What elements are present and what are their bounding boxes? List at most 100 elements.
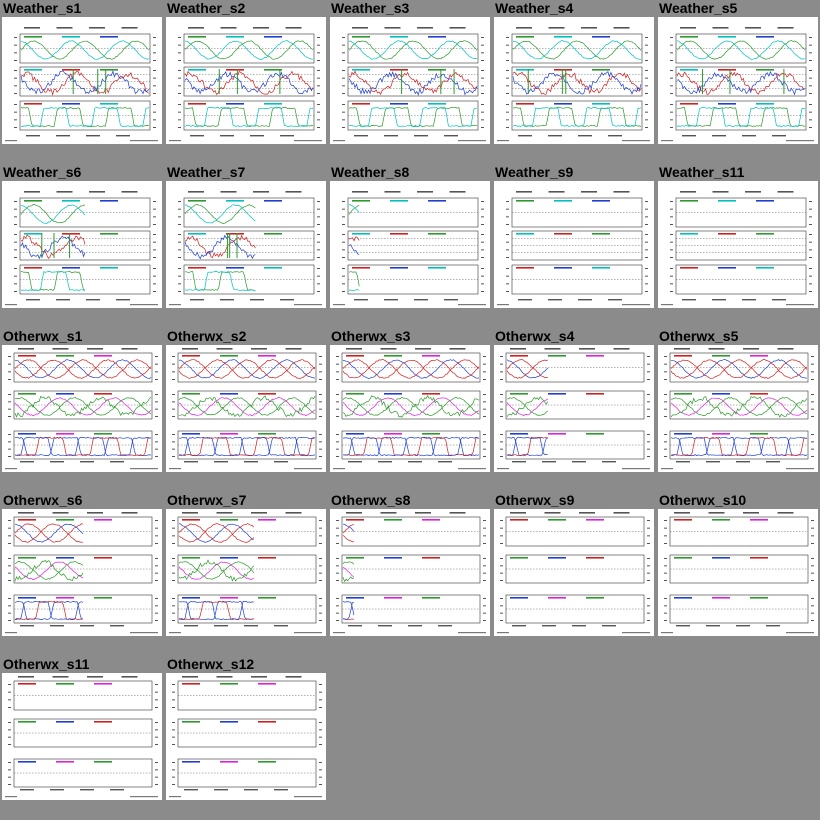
thumbnail-tile[interactable]: Weather_s8 [328, 164, 492, 328]
thumbnail-tile[interactable]: Weather_s5 [656, 0, 820, 164]
thumbnail-tile[interactable]: Otherwx_s4 [492, 328, 656, 492]
thumbnail-image[interactable] [2, 673, 162, 800]
plot-header [24, 191, 138, 193]
thumbnail-title[interactable]: Weather_s8 [331, 164, 410, 180]
thumbnail-title[interactable]: Weather_s3 [331, 0, 410, 16]
plot-panel [8, 352, 158, 383]
thumbnail-plot [661, 191, 814, 306]
plot-panel [336, 594, 486, 624]
thumbnail-tile[interactable]: Otherwx_s10 [656, 492, 820, 656]
plot-panel [14, 197, 156, 228]
thumbnail-image[interactable] [494, 345, 654, 472]
thumbnail-tile[interactable]: Weather_s2 [164, 0, 328, 164]
thumbnail-title[interactable]: Otherwx_s2 [167, 328, 247, 344]
thumbnail-title[interactable]: Weather_s1 [3, 0, 82, 16]
thumbnail-tile[interactable]: Otherwx_s6 [0, 492, 164, 656]
thumbnail-image[interactable] [658, 17, 818, 144]
thumbnail-image[interactable] [2, 17, 162, 144]
thumbnail-tile[interactable]: Otherwx_s7 [164, 492, 328, 656]
plot-panel [670, 197, 812, 228]
plot-panel [178, 66, 320, 97]
plot-footer [661, 135, 814, 142]
thumbnail-tile[interactable]: Otherwx_s9 [492, 492, 656, 656]
thumbnail-title[interactable]: Weather_s9 [495, 164, 574, 180]
plot-header [346, 512, 466, 514]
thumbnail-image[interactable] [2, 345, 162, 472]
thumbnail-tile[interactable]: Weather_s7 [164, 164, 328, 328]
plot-header [188, 27, 302, 29]
thumbnail-tile[interactable]: Weather_s4 [492, 0, 656, 164]
thumbnail-title[interactable]: Weather_s6 [3, 164, 82, 180]
thumbnail-image[interactable] [330, 345, 490, 472]
plot-header [680, 191, 794, 193]
plot-footer [497, 299, 650, 306]
plot-panel [8, 718, 158, 748]
plot-panel [8, 594, 158, 624]
thumbnail-title[interactable]: Otherwx_s12 [167, 656, 255, 672]
plot-header [674, 512, 794, 514]
thumbnail-image[interactable] [166, 509, 326, 636]
thumbnail-tile[interactable]: Weather_s11 [656, 164, 820, 328]
thumbnail-image[interactable] [166, 345, 326, 472]
thumbnail-tile[interactable]: Otherwx_s2 [164, 328, 328, 492]
thumbnail-image[interactable] [2, 509, 162, 636]
plot-header [510, 512, 630, 514]
plot-panel [506, 100, 648, 131]
thumbnail-tile[interactable]: Otherwx_s8 [328, 492, 492, 656]
thumbnail-image[interactable] [494, 509, 654, 636]
thumbnail-image[interactable] [330, 17, 490, 144]
thumbnail-image[interactable] [166, 181, 326, 308]
plot-header [516, 27, 630, 29]
thumbnail-title[interactable]: Weather_s2 [167, 0, 246, 16]
plot-panel [14, 33, 156, 64]
thumbnail-tile[interactable]: Otherwx_s5 [656, 328, 820, 492]
thumbnail-tile[interactable]: Weather_s1 [0, 0, 164, 164]
thumbnail-title[interactable]: Otherwx_s1 [3, 328, 83, 344]
plot-panel [178, 197, 320, 228]
thumbnail-image[interactable] [658, 181, 818, 308]
thumbnail-title[interactable]: Otherwx_s6 [3, 492, 83, 508]
plot-panel [506, 264, 648, 295]
plot-footer [333, 461, 486, 470]
thumbnail-image[interactable] [494, 17, 654, 144]
thumbnail-image[interactable] [330, 509, 490, 636]
thumbnail-tile[interactable]: Otherwx_s11 [0, 656, 164, 820]
thumbnail-tile[interactable]: Otherwx_s12 [164, 656, 328, 820]
thumbnail-tile[interactable]: Weather_s9 [492, 164, 656, 328]
thumbnail-image[interactable] [658, 345, 818, 472]
thumbnail-title[interactable]: Otherwx_s3 [331, 328, 411, 344]
thumbnail-tile[interactable]: Weather_s6 [0, 164, 164, 328]
thumbnail-image[interactable] [658, 509, 818, 636]
thumbnail-title[interactable]: Otherwx_s11 [3, 656, 90, 672]
thumbnail-plot [169, 512, 322, 634]
thumbnail-tile[interactable]: Otherwx_s3 [328, 328, 492, 492]
thumbnail-plot [497, 512, 650, 634]
thumbnail-title[interactable]: Otherwx_s9 [495, 492, 575, 508]
thumbnail-title[interactable]: Weather_s4 [495, 0, 574, 16]
thumbnail-title[interactable]: Otherwx_s4 [495, 328, 575, 344]
plot-panel [664, 430, 814, 460]
plot-panel [336, 430, 486, 460]
thumbnail-title[interactable]: Otherwx_s8 [331, 492, 411, 508]
thumbnail-image[interactable] [166, 17, 326, 144]
plot-panel [670, 264, 812, 295]
thumbnail-title[interactable]: Weather_s7 [167, 164, 246, 180]
plot-panel [670, 33, 812, 64]
thumbnail-image[interactable] [494, 181, 654, 308]
thumbnail-tile[interactable]: Weather_s3 [328, 0, 492, 164]
thumbnail-image[interactable] [330, 181, 490, 308]
plot-panel [172, 594, 322, 624]
thumbnail-plot [333, 512, 486, 634]
thumbnail-title[interactable]: Otherwx_s10 [659, 492, 747, 508]
thumbnail-plot [497, 191, 650, 306]
plot-panel [8, 430, 158, 460]
thumbnail-tile[interactable]: Otherwx_s1 [0, 328, 164, 492]
thumbnail-image[interactable] [166, 673, 326, 800]
thumbnail-title[interactable]: Otherwx_s7 [167, 492, 247, 508]
thumbnail-title[interactable]: Weather_s5 [659, 0, 738, 16]
thumbnail-image[interactable] [2, 181, 162, 308]
thumbnail-title[interactable]: Weather_s11 [659, 164, 745, 180]
thumbnail-title[interactable]: Otherwx_s5 [659, 328, 739, 344]
plot-panel [664, 594, 814, 624]
plot-panel [500, 352, 650, 383]
